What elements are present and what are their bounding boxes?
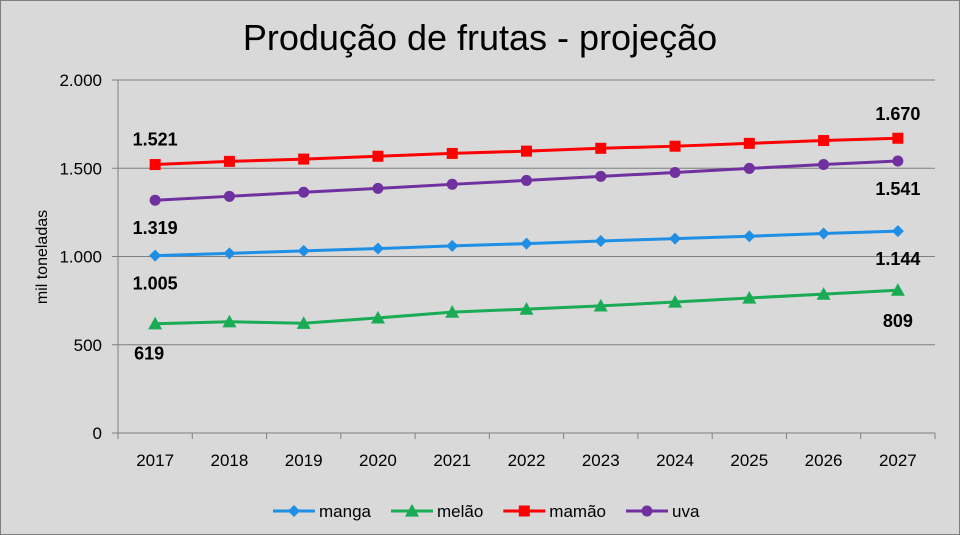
data-point-melão xyxy=(370,310,385,324)
data-point-mamão xyxy=(818,135,830,147)
legend-item-uva: uva xyxy=(625,502,700,521)
data-point-melão xyxy=(519,302,534,315)
data-point-mamão xyxy=(595,142,607,154)
data-point-uva xyxy=(372,182,384,194)
x-tick-label: 2020 xyxy=(359,451,397,470)
x-tick-label: 2021 xyxy=(433,451,471,470)
data-point-melão xyxy=(296,316,311,329)
data-point-mamão xyxy=(446,147,458,159)
x-tick-label: 2022 xyxy=(508,451,546,470)
data-label-manga: 1.005 xyxy=(133,274,178,294)
x-tick-label: 2018 xyxy=(210,451,248,470)
x-tick-label: 2025 xyxy=(730,451,768,470)
y-tick-label: 2.000 xyxy=(59,71,102,90)
data-point-uva xyxy=(595,170,607,182)
data-point-uva xyxy=(892,155,904,167)
data-label-manga: 1.144 xyxy=(875,249,920,269)
data-point-melão xyxy=(593,298,608,312)
series-mamão xyxy=(149,132,904,171)
data-point-uva xyxy=(446,178,458,190)
data-point-melão xyxy=(668,295,683,308)
data-point-manga xyxy=(223,247,236,260)
x-tick-label: 2019 xyxy=(285,451,323,470)
axes: 0 500 1.000 1.500 2.000 2017 2018 2019 2020 2021 2… xyxy=(59,71,936,470)
legend-marker xyxy=(404,504,419,517)
data-point-uva xyxy=(223,190,235,202)
legend-label: melão xyxy=(437,502,483,521)
data-label-melão: 619 xyxy=(134,344,164,364)
data-label-uva: 1.319 xyxy=(133,218,178,238)
legend-marker xyxy=(288,505,300,517)
data-point-manga xyxy=(297,244,310,257)
data-point-uva xyxy=(743,162,755,174)
data-label-melão: 809 xyxy=(883,311,913,331)
x-tick-label: 2017 xyxy=(136,451,174,470)
data-point-mamão xyxy=(298,153,310,165)
data-point-melão xyxy=(816,287,831,300)
x-tick-label: 2023 xyxy=(582,451,620,470)
y-tick-label: 500 xyxy=(74,336,102,355)
legend-item-melão: melão xyxy=(390,502,483,521)
x-tick-label: 2027 xyxy=(879,451,917,470)
x-tick-label: 2024 xyxy=(656,451,694,470)
legend: manga melão mamão uva xyxy=(273,502,700,521)
data-point-mamão xyxy=(669,140,681,152)
legend-label: mamão xyxy=(549,502,606,521)
data-point-manga xyxy=(149,249,162,262)
series-group xyxy=(148,132,905,330)
x-tick-label: 2026 xyxy=(805,451,843,470)
data-point-mamão xyxy=(743,137,755,149)
data-point-mamão xyxy=(223,155,235,167)
data-labels: 1.005 1.144 619 809 1.521 1.670 1.319 1.541 xyxy=(133,104,921,364)
data-point-melão xyxy=(445,305,460,318)
data-point-manga xyxy=(743,230,756,243)
y-axis-label: mil toneladas xyxy=(34,210,51,304)
series-uva xyxy=(149,155,904,206)
legend-marker xyxy=(518,505,530,517)
data-point-manga xyxy=(891,225,904,238)
data-point-mamão xyxy=(892,132,904,144)
data-point-manga xyxy=(817,227,830,240)
data-point-uva xyxy=(818,159,830,171)
data-point-manga xyxy=(520,237,533,250)
data-label-mamão: 1.670 xyxy=(875,104,920,124)
data-point-mamão xyxy=(372,150,384,162)
data-point-melão xyxy=(890,283,905,296)
data-point-uva xyxy=(298,186,310,198)
series-manga xyxy=(149,225,904,262)
series-melão xyxy=(148,283,905,330)
data-point-manga xyxy=(446,239,459,252)
data-point-mamão xyxy=(521,145,532,157)
y-tick-label: 1.500 xyxy=(59,159,102,178)
data-point-manga xyxy=(669,232,682,245)
data-point-uva xyxy=(149,194,161,206)
data-point-manga xyxy=(594,234,607,247)
legend-label: uva xyxy=(672,502,700,521)
data-point-melão xyxy=(148,316,163,330)
data-point-uva xyxy=(669,166,681,178)
legend-item-mamão: mamão xyxy=(503,502,606,521)
data-label-mamão: 1.521 xyxy=(133,130,178,150)
chart-title: Produção de frutas - projeção xyxy=(243,17,717,58)
data-label-uva: 1.541 xyxy=(875,179,920,199)
data-point-uva xyxy=(521,174,532,186)
legend-item-manga: manga xyxy=(273,502,372,521)
data-point-manga xyxy=(371,242,384,255)
data-point-mamão xyxy=(149,159,161,171)
gridlines xyxy=(118,79,935,346)
data-point-melão xyxy=(742,290,757,304)
legend-marker xyxy=(641,505,653,517)
y-tick-label: 1.000 xyxy=(59,248,102,267)
y-tick-label: 0 xyxy=(93,424,102,443)
data-point-melão xyxy=(222,314,237,328)
legend-label: manga xyxy=(319,502,372,521)
